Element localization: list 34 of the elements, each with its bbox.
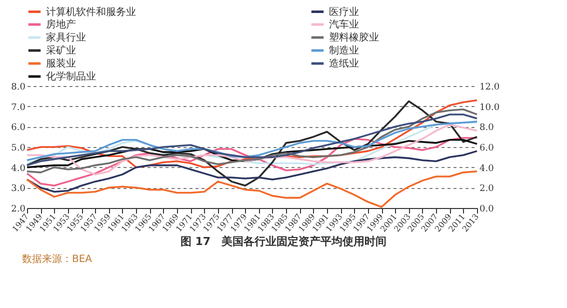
source-note: 数据来源：BEA — [22, 252, 94, 266]
line-series — [26, 150, 478, 193]
y-tick-label: 2.0 — [11, 204, 26, 214]
y-tick-label: 6.0 — [11, 123, 26, 134]
y2-tick-label: 12.0 — [480, 82, 500, 92]
legend-label: 服装业 — [46, 58, 76, 70]
line-series — [26, 100, 478, 187]
legend-label: 制造业 — [329, 44, 359, 56]
line-series — [26, 108, 478, 174]
legend-label: 计算机软件和服务业 — [46, 6, 136, 18]
legend-label: 房地产 — [46, 18, 76, 30]
legend-label: 化学制品业 — [46, 70, 96, 82]
y2-tick-label: 4.0 — [480, 164, 494, 174]
y-tick-label: 8.0 — [11, 82, 26, 92]
line-series — [26, 114, 478, 166]
legend-label: 家具行业 — [46, 32, 86, 44]
y2-tick-label: 8.0 — [480, 123, 494, 134]
y2-tick-label: 0.0 — [480, 204, 494, 214]
y-tick-label: 3.0 — [11, 184, 26, 194]
legend-label: 采矿业 — [46, 44, 76, 56]
line-series — [26, 124, 478, 176]
legend-label: 造纸业 — [329, 58, 359, 70]
y-tick-label: 4.0 — [11, 164, 26, 174]
legend-label: 汽车业 — [329, 18, 359, 30]
text: 图 17 美国各行业固定资产平均使用时间 — [179, 234, 388, 249]
y2-tick-label: 2.0 — [480, 184, 494, 194]
legend-label: 医疗业 — [329, 6, 359, 18]
y-tick-label: 7.0 — [11, 102, 26, 113]
y2-tick-label: 10.0 — [480, 102, 500, 113]
line-series — [26, 136, 478, 187]
line-series — [26, 138, 478, 168]
y2-tick-label: 6.0 — [480, 144, 494, 154]
legend-label: 塑料橡胶业 — [329, 32, 379, 44]
y-tick-label: 5.0 — [11, 144, 26, 154]
